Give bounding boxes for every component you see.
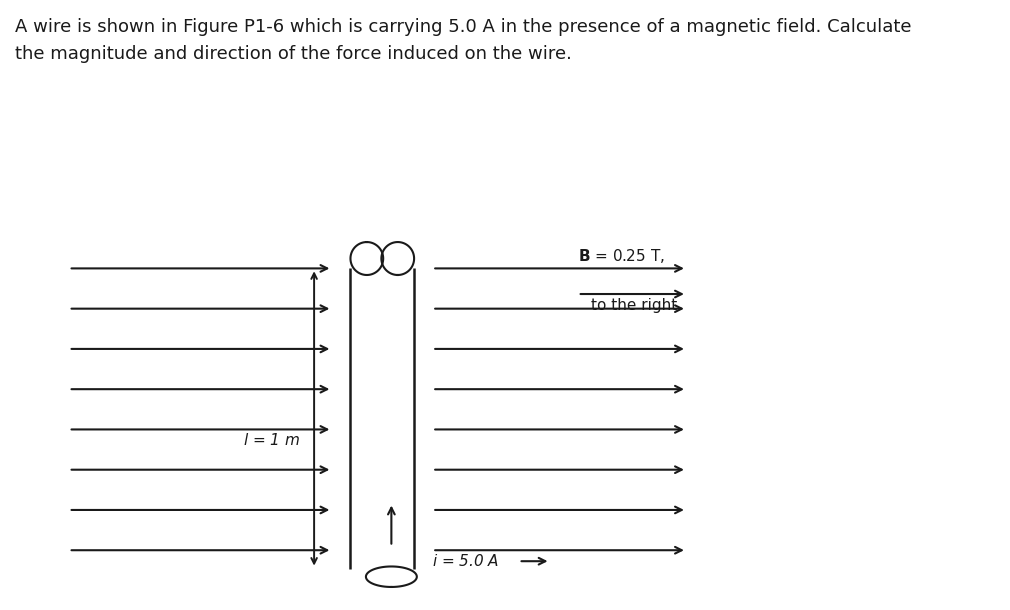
Text: $\mathbf{B}$ = 0.25 T,: $\mathbf{B}$ = 0.25 T,: [578, 246, 665, 265]
Text: A wire is shown in Figure P1-6 which is carrying 5.0 A in the presence of a magn: A wire is shown in Figure P1-6 which is …: [15, 18, 912, 63]
Text: to the right: to the right: [592, 298, 678, 313]
Text: $i$ = 5.0 A: $i$ = 5.0 A: [432, 553, 500, 569]
Text: $l$ = 1 m: $l$ = 1 m: [243, 432, 301, 448]
